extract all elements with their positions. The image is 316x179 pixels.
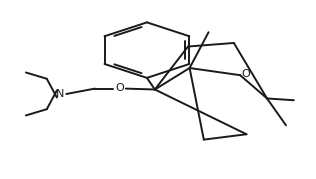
Text: N: N — [56, 89, 64, 99]
Text: O: O — [115, 83, 124, 93]
Text: O: O — [241, 69, 250, 79]
